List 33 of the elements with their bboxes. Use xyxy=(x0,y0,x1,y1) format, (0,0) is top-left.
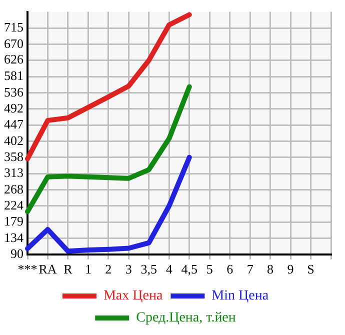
y-tick-label: 179 xyxy=(4,214,24,229)
x-tick-label: 7 xyxy=(246,262,254,277)
y-tick-label: 402 xyxy=(4,132,24,148)
x-tick-label: RA xyxy=(38,262,58,277)
y-tick-label: 447 xyxy=(4,116,24,132)
y-tick-label: 581 xyxy=(4,68,24,84)
y-tick-label: 268 xyxy=(4,181,24,196)
x-tick-label: R xyxy=(64,262,73,277)
y-tick-label: 536 xyxy=(4,84,24,100)
x-tick-label: 1 xyxy=(84,262,92,277)
y-tick-label: 670 xyxy=(4,36,24,51)
y-tick-label: 715 xyxy=(4,20,24,35)
x-tick-label: 3 xyxy=(125,262,132,277)
legend-label: Max Цена xyxy=(103,288,164,304)
y-tick-label: 134 xyxy=(4,230,24,245)
y-tick-label: 224 xyxy=(4,197,24,212)
y-tick-label: 90 xyxy=(10,246,24,261)
x-tick-label: 8 xyxy=(267,262,274,277)
x-tick-label: 4,5 xyxy=(181,262,198,277)
x-tick-label: 3,5 xyxy=(140,262,158,277)
y-tick-label: 358 xyxy=(4,148,24,164)
y-tick-label: 313 xyxy=(4,165,24,180)
y-tick-label: 626 xyxy=(4,52,24,67)
x-tick-label: 6 xyxy=(226,262,234,277)
x-tick-label: 5 xyxy=(206,262,213,277)
legend-label: Min Цена xyxy=(212,288,270,304)
y-tick-label: 492 xyxy=(4,100,24,116)
x-tick-label: 9 xyxy=(287,262,294,277)
x-tick-label: *** xyxy=(18,262,38,277)
x-tick-label: S xyxy=(307,262,314,277)
x-tick-label: 4 xyxy=(166,262,173,277)
x-tick-label: 2 xyxy=(105,262,112,277)
legend-label: Сред.Цена, т.йен xyxy=(136,310,236,326)
